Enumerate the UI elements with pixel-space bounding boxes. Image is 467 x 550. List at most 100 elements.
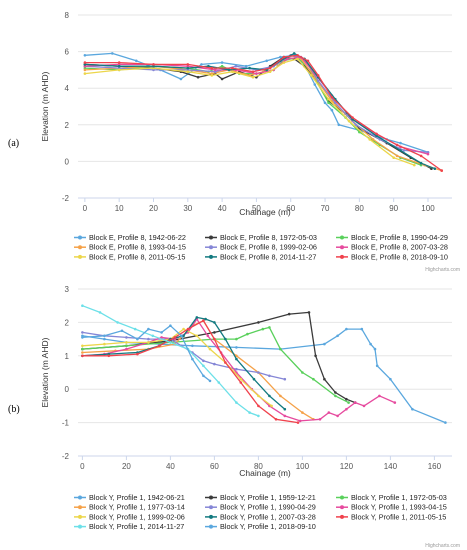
data-point xyxy=(195,334,199,338)
x-axis-title: Chainage (m) xyxy=(239,207,291,217)
data-point xyxy=(195,316,199,319)
data-point xyxy=(312,377,315,381)
data-point xyxy=(83,61,87,64)
data-point xyxy=(224,361,227,364)
data-point xyxy=(354,123,358,127)
data-point xyxy=(202,374,205,378)
legend-item-label: Block Y, Profile 1, 1972-05-03 xyxy=(351,493,447,502)
x-tick-label: 80 xyxy=(254,462,263,471)
data-point xyxy=(227,68,231,72)
data-point xyxy=(231,66,234,70)
legend-item-label: Block E, Profile 8, 2018-09-10 xyxy=(351,252,448,261)
data-point xyxy=(220,61,224,64)
x-tick-label: 100 xyxy=(296,462,310,471)
data-point xyxy=(179,77,183,81)
data-point xyxy=(257,404,260,408)
legend-item-label: Block Y, Profile 1, 2014-11-27 xyxy=(89,522,184,531)
data-point xyxy=(210,72,214,75)
data-point xyxy=(235,401,238,404)
data-point xyxy=(220,64,224,68)
x-tick-label: 40 xyxy=(218,204,227,213)
data-point xyxy=(362,404,366,408)
data-point xyxy=(268,70,272,73)
data-point xyxy=(313,83,317,86)
legend-marker xyxy=(78,245,82,250)
legend-item-label: Block E, Profile 8, 2014-11-27 xyxy=(220,252,316,261)
data-point xyxy=(224,337,227,341)
data-point xyxy=(360,327,364,331)
data-point xyxy=(81,344,84,348)
y-tick-label: 4 xyxy=(65,84,70,93)
data-point xyxy=(196,75,200,79)
x-tick-label: 120 xyxy=(340,462,354,471)
data-point xyxy=(330,108,334,112)
data-point xyxy=(151,334,155,338)
data-point xyxy=(160,331,163,334)
data-point xyxy=(327,97,330,101)
data-point xyxy=(282,61,286,64)
legend-item-label: Block Y, Profile 1, 1959-12-21 xyxy=(220,493,316,502)
data-point xyxy=(251,75,255,79)
data-point xyxy=(316,79,320,83)
series-line xyxy=(84,56,429,155)
data-point xyxy=(292,52,296,55)
data-point xyxy=(399,149,402,152)
legend-item-label: Block Y, Profile 1, 1993-04-15 xyxy=(351,503,447,512)
legend-item-label: Block Y, Profile 1, 1999-02-06 xyxy=(89,512,185,521)
x-tick-label: 160 xyxy=(428,462,442,471)
data-point xyxy=(117,61,121,64)
legend-marker xyxy=(78,235,82,240)
data-point xyxy=(345,407,348,411)
data-point xyxy=(402,149,406,152)
data-point xyxy=(169,341,172,344)
data-point xyxy=(426,151,430,154)
x-tick-label: 30 xyxy=(183,204,192,213)
data-point xyxy=(345,397,348,401)
data-point xyxy=(318,418,322,421)
legend-item-label: Block Y, Profile 1, 2018-09-10 xyxy=(220,522,316,531)
highcharts-credit: Highcharts.com xyxy=(425,267,460,273)
x-tick-label: 20 xyxy=(122,462,131,471)
y-tick-label: 8 xyxy=(65,11,70,20)
y-tick-label: -2 xyxy=(62,194,70,203)
data-point xyxy=(314,354,317,358)
data-point xyxy=(327,411,331,414)
data-point xyxy=(180,334,183,338)
data-point xyxy=(213,68,217,72)
legend-item-label: Block E, Profile 8, 1993-04-15 xyxy=(89,243,186,252)
legend-marker xyxy=(340,505,344,510)
legend-marker xyxy=(340,235,344,240)
x-tick-label: 60 xyxy=(210,462,219,471)
data-point xyxy=(235,346,238,349)
data-point xyxy=(334,394,337,398)
data-point xyxy=(274,418,278,421)
legend-marker xyxy=(209,254,213,259)
data-point xyxy=(83,72,87,75)
legend-marker xyxy=(209,514,213,519)
data-point xyxy=(296,54,299,57)
data-point xyxy=(152,64,155,68)
data-point xyxy=(268,326,271,329)
data-point xyxy=(117,66,121,70)
data-point xyxy=(323,101,327,105)
data-point xyxy=(283,377,287,381)
data-point xyxy=(433,167,437,170)
data-point xyxy=(323,377,326,381)
data-point xyxy=(213,362,216,366)
data-point xyxy=(191,357,194,361)
data-point xyxy=(208,347,212,351)
data-point xyxy=(251,70,255,73)
legend-marker xyxy=(340,495,344,500)
data-point xyxy=(252,377,256,381)
legend-marker xyxy=(78,514,82,519)
series-line xyxy=(84,58,415,166)
data-point xyxy=(261,327,265,331)
data-point xyxy=(206,334,210,338)
data-point xyxy=(413,163,416,167)
data-point xyxy=(152,68,155,72)
data-point xyxy=(213,337,216,341)
data-point xyxy=(268,394,271,398)
data-point xyxy=(306,59,310,63)
y-tick-label: -2 xyxy=(62,452,70,461)
data-point xyxy=(327,101,330,105)
